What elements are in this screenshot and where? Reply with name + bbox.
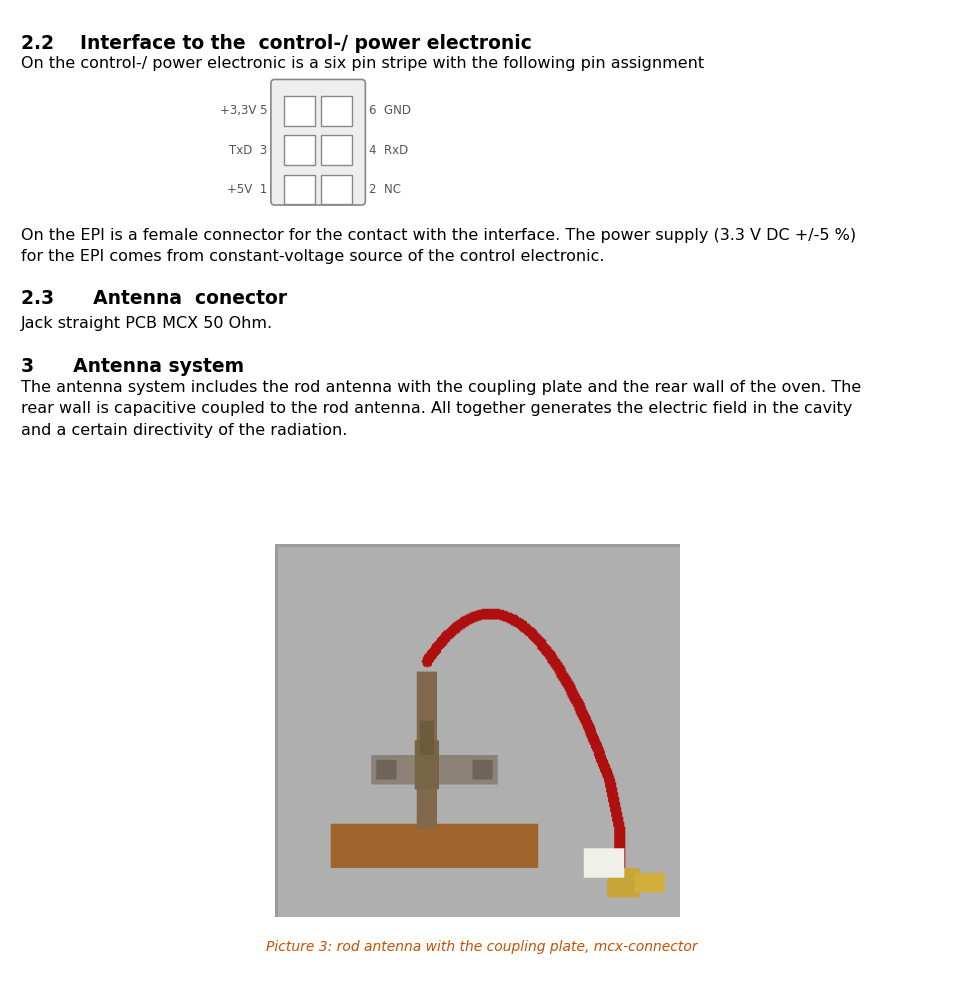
Text: Picture 3: rod antenna with the coupling plate, mcx-connector: Picture 3: rod antenna with the coupling… [266, 940, 698, 954]
Text: On the EPI is a female connector for the contact with the interface. The power s: On the EPI is a female connector for the… [21, 228, 856, 264]
Text: On the control-/ power electronic is a six pin stripe with the following pin ass: On the control-/ power electronic is a s… [21, 56, 705, 71]
Text: The antenna system includes the rod antenna with the coupling plate and the rear: The antenna system includes the rod ante… [21, 380, 862, 438]
FancyBboxPatch shape [321, 175, 352, 204]
Text: 2.2    Interface to the  control-/ power electronic: 2.2 Interface to the control-/ power ele… [21, 34, 532, 53]
Text: 6  GND: 6 GND [369, 104, 412, 118]
Text: TxD  3: TxD 3 [228, 143, 267, 157]
FancyBboxPatch shape [284, 135, 315, 165]
Text: 4  RxD: 4 RxD [369, 143, 409, 157]
FancyBboxPatch shape [271, 79, 365, 205]
FancyBboxPatch shape [284, 96, 315, 126]
Text: 2.3      Antenna  conector: 2.3 Antenna conector [21, 289, 287, 308]
Text: +5V  1: +5V 1 [227, 182, 267, 196]
Text: Jack straight PCB MCX 50 Ohm.: Jack straight PCB MCX 50 Ohm. [21, 316, 274, 331]
FancyBboxPatch shape [321, 96, 352, 126]
Text: +3,3V 5: +3,3V 5 [220, 104, 267, 118]
Text: 3      Antenna system: 3 Antenna system [21, 357, 244, 376]
FancyBboxPatch shape [321, 135, 352, 165]
FancyBboxPatch shape [284, 175, 315, 204]
Text: 2  NC: 2 NC [369, 182, 401, 196]
